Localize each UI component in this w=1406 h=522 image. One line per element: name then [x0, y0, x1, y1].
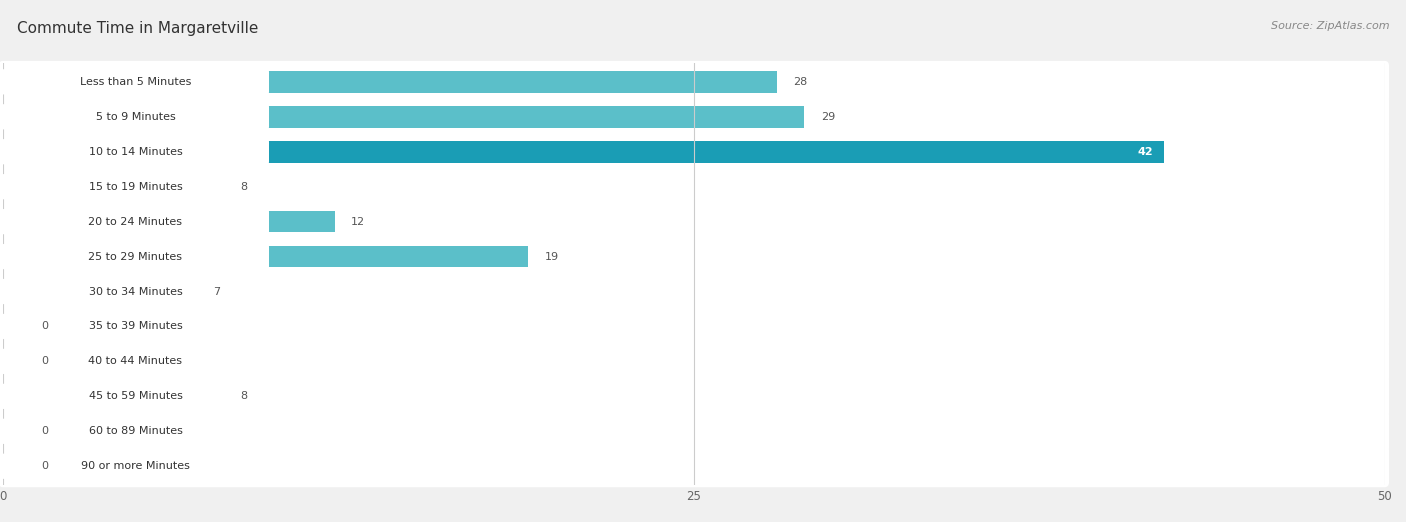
Text: 40 to 44 Minutes: 40 to 44 Minutes	[89, 357, 183, 366]
FancyBboxPatch shape	[1, 104, 269, 129]
Text: 0: 0	[42, 426, 49, 436]
Bar	[3, 106, 804, 128]
FancyBboxPatch shape	[0, 235, 1389, 278]
Bar	[3, 386, 224, 407]
Bar	[3, 351, 25, 372]
FancyBboxPatch shape	[0, 96, 1389, 138]
Text: Source: ZipAtlas.com: Source: ZipAtlas.com	[1271, 21, 1389, 31]
Text: 8: 8	[240, 392, 247, 401]
FancyBboxPatch shape	[1, 279, 269, 304]
Text: Commute Time in Margaretville: Commute Time in Margaretville	[17, 21, 259, 36]
Text: 7: 7	[212, 287, 219, 296]
Text: 25 to 29 Minutes: 25 to 29 Minutes	[89, 252, 183, 262]
FancyBboxPatch shape	[1, 209, 269, 234]
Text: Less than 5 Minutes: Less than 5 Minutes	[80, 77, 191, 87]
Bar	[3, 71, 776, 93]
FancyBboxPatch shape	[0, 165, 1389, 208]
Text: 28: 28	[793, 77, 807, 87]
FancyBboxPatch shape	[1, 419, 269, 444]
Text: 45 to 59 Minutes: 45 to 59 Minutes	[89, 392, 183, 401]
FancyBboxPatch shape	[1, 454, 269, 479]
Text: 0: 0	[42, 461, 49, 471]
Text: 42: 42	[1137, 147, 1153, 157]
FancyBboxPatch shape	[0, 445, 1389, 487]
Bar	[3, 211, 335, 232]
Text: 60 to 89 Minutes: 60 to 89 Minutes	[89, 426, 183, 436]
FancyBboxPatch shape	[0, 61, 1389, 103]
Text: 20 to 24 Minutes: 20 to 24 Minutes	[89, 217, 183, 227]
Text: 19: 19	[544, 252, 558, 262]
FancyBboxPatch shape	[0, 131, 1389, 173]
Bar	[3, 455, 25, 477]
Text: 10 to 14 Minutes: 10 to 14 Minutes	[89, 147, 183, 157]
Text: 90 or more Minutes: 90 or more Minutes	[82, 461, 190, 471]
Text: 0: 0	[42, 322, 49, 331]
Text: 0: 0	[42, 357, 49, 366]
Bar	[3, 141, 1164, 162]
FancyBboxPatch shape	[0, 375, 1389, 417]
FancyBboxPatch shape	[0, 340, 1389, 383]
FancyBboxPatch shape	[1, 349, 269, 374]
Text: 15 to 19 Minutes: 15 to 19 Minutes	[89, 182, 183, 192]
FancyBboxPatch shape	[1, 244, 269, 269]
FancyBboxPatch shape	[1, 139, 269, 164]
Text: 35 to 39 Minutes: 35 to 39 Minutes	[89, 322, 183, 331]
Bar	[3, 281, 197, 302]
Bar	[3, 420, 25, 442]
FancyBboxPatch shape	[0, 270, 1389, 313]
Text: 12: 12	[352, 217, 366, 227]
Text: 5 to 9 Minutes: 5 to 9 Minutes	[96, 112, 176, 122]
Bar	[3, 176, 224, 197]
FancyBboxPatch shape	[1, 69, 269, 94]
Text: 29: 29	[821, 112, 835, 122]
FancyBboxPatch shape	[0, 305, 1389, 348]
Text: 30 to 34 Minutes: 30 to 34 Minutes	[89, 287, 183, 296]
FancyBboxPatch shape	[1, 314, 269, 339]
Bar	[3, 316, 25, 337]
Text: 8: 8	[240, 182, 247, 192]
FancyBboxPatch shape	[1, 384, 269, 409]
FancyBboxPatch shape	[0, 410, 1389, 452]
Bar	[3, 246, 529, 267]
FancyBboxPatch shape	[0, 200, 1389, 243]
FancyBboxPatch shape	[1, 174, 269, 199]
